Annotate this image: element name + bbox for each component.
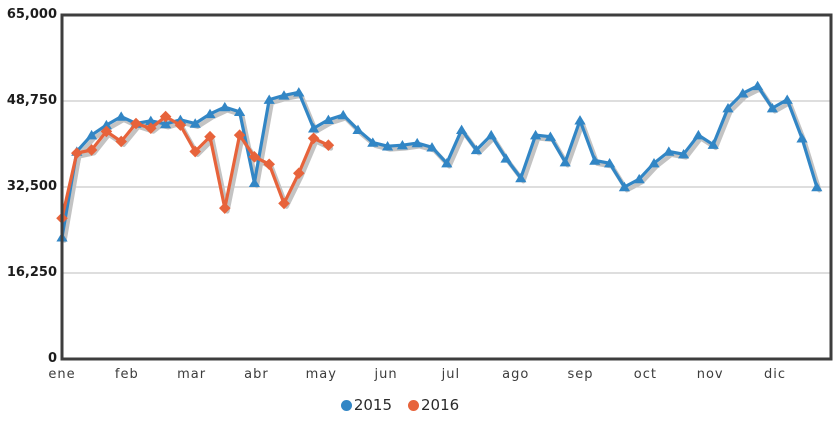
triangle-marker-icon[interactable] (456, 124, 468, 135)
triangle-marker-icon[interactable] (219, 101, 231, 112)
triangle-marker-icon[interactable] (707, 139, 719, 149)
triangle-marker-icon[interactable] (752, 80, 764, 91)
triangle-marker-icon[interactable] (160, 118, 172, 129)
diamond-marker-icon[interactable] (145, 122, 157, 135)
triangle-marker-icon[interactable] (766, 102, 778, 113)
x-tick-label-jul: jul (441, 367, 461, 382)
legend-2015-label: 2015 (353, 396, 392, 414)
triangle-marker-icon[interactable] (86, 129, 98, 140)
triangle-marker-icon[interactable] (263, 94, 275, 104)
diamond-marker-icon[interactable] (204, 130, 216, 143)
triangle-marker-icon[interactable] (278, 90, 290, 100)
diamond-marker-icon[interactable] (85, 144, 98, 156)
triangle-marker-icon[interactable] (100, 119, 112, 130)
triangle-marker-icon[interactable] (337, 109, 349, 120)
diamond-marker-icon[interactable] (100, 125, 113, 138)
triangle-marker-icon[interactable] (470, 144, 482, 155)
series-2015-shadow (62, 86, 822, 243)
triangle-marker-icon[interactable] (145, 115, 157, 126)
plot-border (60, 13, 833, 361)
triangle-marker-icon[interactable] (811, 181, 823, 192)
legend-item-2016[interactable]: 2016 (408, 396, 459, 414)
legend: 2015 2016 (0, 396, 800, 414)
triangle-marker-icon[interactable] (411, 137, 423, 148)
triangle-marker-icon[interactable] (515, 172, 527, 183)
y-tick-label: 0 (47, 351, 57, 366)
x-tick-label-feb: feb (114, 367, 139, 382)
triangle-marker-icon[interactable] (604, 157, 616, 168)
series-2015-line (60, 84, 819, 239)
diamond-marker-icon[interactable] (130, 117, 142, 130)
diamond-marker-icon[interactable] (322, 139, 335, 151)
triangle-marker-icon[interactable] (396, 139, 408, 150)
triangle-marker-icon[interactable] (544, 131, 556, 141)
diamond-marker-icon[interactable] (189, 145, 201, 158)
series-2016-markers[interactable] (56, 110, 335, 225)
diamond-marker-icon[interactable] (115, 135, 127, 148)
x-tick-label-ene: ene (48, 367, 76, 382)
gridlines (62, 100, 831, 274)
triangle-marker-icon[interactable] (322, 114, 334, 124)
x-tick-label-dic: dic (763, 367, 786, 382)
series-2015-markers[interactable] (56, 80, 823, 242)
x-tick-label-nov: nov (696, 367, 724, 382)
triangle-marker-icon[interactable] (692, 129, 704, 140)
x-tick-label-oct: oct (633, 367, 657, 382)
triangle-marker-icon[interactable] (234, 106, 246, 117)
x-tick-label-jun: jun (374, 367, 398, 382)
diamond-marker-icon[interactable] (293, 167, 305, 180)
triangle-marker-icon[interactable] (441, 157, 453, 168)
diamond-marker-icon[interactable] (174, 119, 187, 131)
triangle-marker-icon[interactable] (722, 102, 734, 113)
triangle-marker-icon[interactable] (589, 155, 601, 165)
x-tick-label-may: may (305, 367, 337, 382)
triangle-marker-icon[interactable] (678, 148, 690, 159)
triangle-marker-icon[interactable] (382, 141, 394, 151)
legend-2015-dot-icon (340, 399, 352, 411)
series-layer (56, 80, 823, 243)
triangle-marker-icon[interactable] (663, 146, 675, 156)
triangle-marker-icon[interactable] (308, 123, 320, 133)
triangle-marker-icon[interactable] (248, 177, 260, 187)
x-tick-label-ago: ago (502, 367, 530, 382)
diamond-marker-icon[interactable] (159, 110, 172, 123)
triangle-marker-icon[interactable] (189, 118, 201, 128)
x-tick-label-sep: sep (567, 367, 594, 382)
triangle-marker-icon[interactable] (485, 129, 497, 140)
y-tick-label: 65,000 (6, 7, 57, 22)
diamond-marker-icon[interactable] (71, 147, 83, 159)
triangle-marker-icon[interactable] (781, 94, 793, 104)
triangle-marker-icon[interactable] (530, 129, 542, 140)
x-tick-label-abr: abr (244, 367, 269, 382)
triangle-marker-icon[interactable] (737, 88, 749, 98)
diamond-marker-icon[interactable] (219, 202, 231, 214)
diamond-marker-icon[interactable] (307, 132, 320, 145)
triangle-marker-icon[interactable] (426, 142, 438, 152)
y-tick-label: 16,250 (6, 265, 57, 280)
triangle-marker-icon[interactable] (115, 111, 127, 121)
triangle-marker-icon[interactable] (648, 157, 660, 168)
triangle-marker-icon[interactable] (352, 124, 364, 135)
triangle-marker-icon[interactable] (367, 137, 379, 147)
triangle-marker-icon[interactable] (633, 173, 645, 184)
triangle-marker-icon[interactable] (500, 153, 512, 163)
diamond-marker-icon[interactable] (248, 151, 261, 163)
triangle-marker-icon[interactable] (796, 133, 808, 143)
diamond-marker-icon[interactable] (233, 129, 246, 141)
legend-2016-dot-icon (408, 399, 419, 411)
triangle-marker-icon[interactable] (204, 108, 216, 119)
diamond-marker-icon[interactable] (263, 158, 275, 171)
triangle-marker-icon[interactable] (293, 87, 305, 97)
triangle-marker-icon[interactable] (618, 181, 630, 192)
x-tick-label-mar: mar (177, 367, 207, 382)
legend-2016-label: 2016 (421, 396, 460, 414)
triangle-marker-icon[interactable] (559, 156, 571, 167)
y-tick-label: 32,500 (6, 179, 57, 194)
y-tick-label: 48,750 (6, 93, 57, 108)
diamond-marker-icon[interactable] (278, 197, 290, 210)
triangle-marker-icon[interactable] (574, 115, 586, 125)
legend-item-2015[interactable]: 2015 (340, 396, 392, 414)
